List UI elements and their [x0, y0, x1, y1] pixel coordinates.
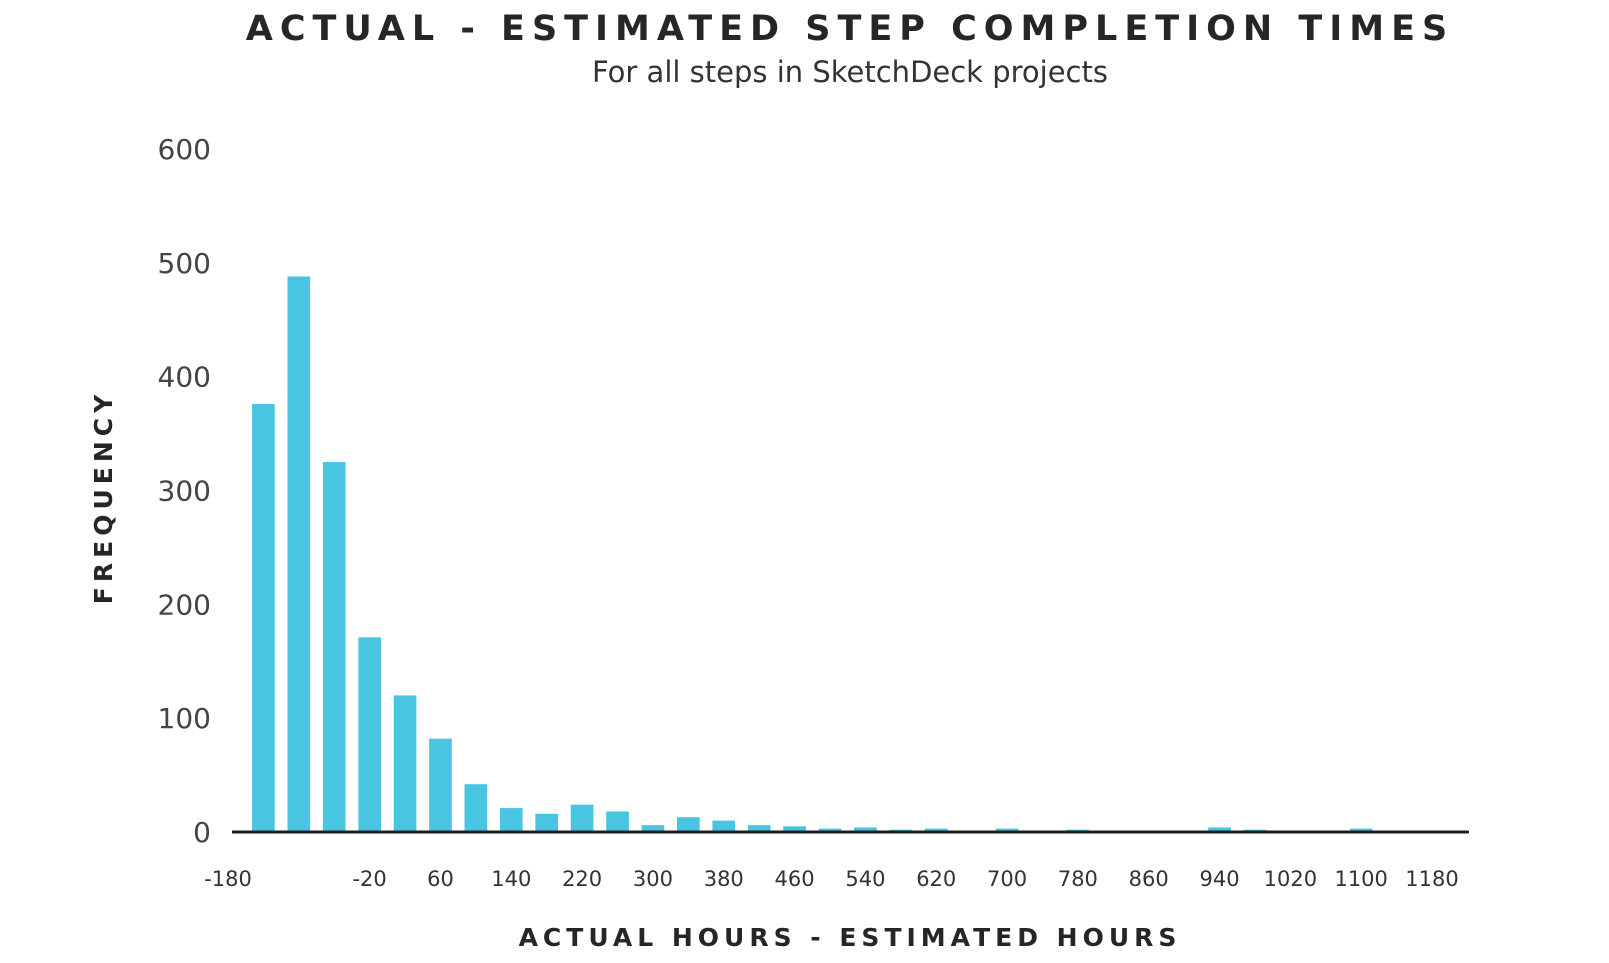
histogram-bar: [1208, 827, 1231, 832]
x-tick-label: -180: [204, 867, 252, 891]
y-axis-ticks: 0 100 200 300 400 500 600: [158, 133, 211, 849]
histogram-bar: [252, 403, 275, 832]
histogram-bar: [818, 828, 842, 832]
histogram-bar: [783, 826, 806, 832]
y-tick-label: 100: [158, 702, 211, 735]
x-axis-label: ACTUAL HOURS - ESTIMATED HOURS: [519, 923, 1182, 952]
histogram-bar: [570, 804, 594, 832]
histogram-bar: [747, 825, 771, 832]
histogram-bar: [535, 813, 559, 832]
x-tick-label: 1180: [1405, 867, 1458, 891]
histogram-bar: [322, 462, 346, 832]
chart-subtitle: For all steps in SketchDeck projects: [592, 55, 1108, 89]
x-tick-label: 460: [775, 867, 815, 891]
y-tick-label: 300: [158, 475, 211, 508]
histogram-bar: [499, 808, 523, 832]
x-tick-label: 60: [427, 867, 454, 891]
y-tick-label: 400: [158, 361, 211, 394]
x-tick-label: 220: [562, 867, 602, 891]
x-tick-label: 140: [491, 867, 531, 891]
x-tick-label: 1100: [1334, 867, 1387, 891]
x-tick-label: 540: [845, 867, 885, 891]
histogram-bar: [1349, 828, 1373, 832]
y-axis-label: FREQUENCY: [89, 390, 118, 604]
x-tick-label: 1020: [1264, 867, 1317, 891]
y-tick-label: 200: [158, 588, 211, 621]
histogram-bar: [641, 825, 665, 832]
x-tick-label: 700: [987, 867, 1027, 891]
x-tick-label: 620: [916, 867, 956, 891]
histogram-bar: [429, 738, 452, 832]
y-tick-label: 0: [193, 816, 211, 849]
x-tick-label: 380: [704, 867, 744, 891]
histogram-bar: [606, 811, 629, 832]
x-tick-label: 860: [1129, 867, 1169, 891]
histogram-bar: [924, 828, 948, 832]
x-tick-label: 300: [633, 867, 673, 891]
histogram-bar: [464, 784, 488, 832]
histogram-bar: [677, 817, 700, 832]
x-axis-ticks: -180 -20 60 140 220 300 380 460 540 620 700 780 860 9…: [204, 867, 1459, 891]
bars-group: [252, 276, 1373, 832]
y-tick-label: 500: [158, 247, 211, 280]
histogram-bar: [854, 827, 877, 832]
histogram-bar: [995, 828, 1019, 832]
chart-title: ACTUAL - ESTIMATED STEP COMPLETION TIMES: [246, 9, 1454, 49]
x-tick-label: 780: [1058, 867, 1098, 891]
histogram-bar: [358, 637, 381, 832]
x-tick-label: -20: [352, 867, 386, 891]
histogram-bar: [287, 276, 311, 832]
x-tick-label: 940: [1199, 867, 1239, 891]
y-tick-label: 600: [158, 133, 211, 166]
histogram-bar: [393, 695, 417, 832]
histogram-bar: [712, 820, 736, 832]
